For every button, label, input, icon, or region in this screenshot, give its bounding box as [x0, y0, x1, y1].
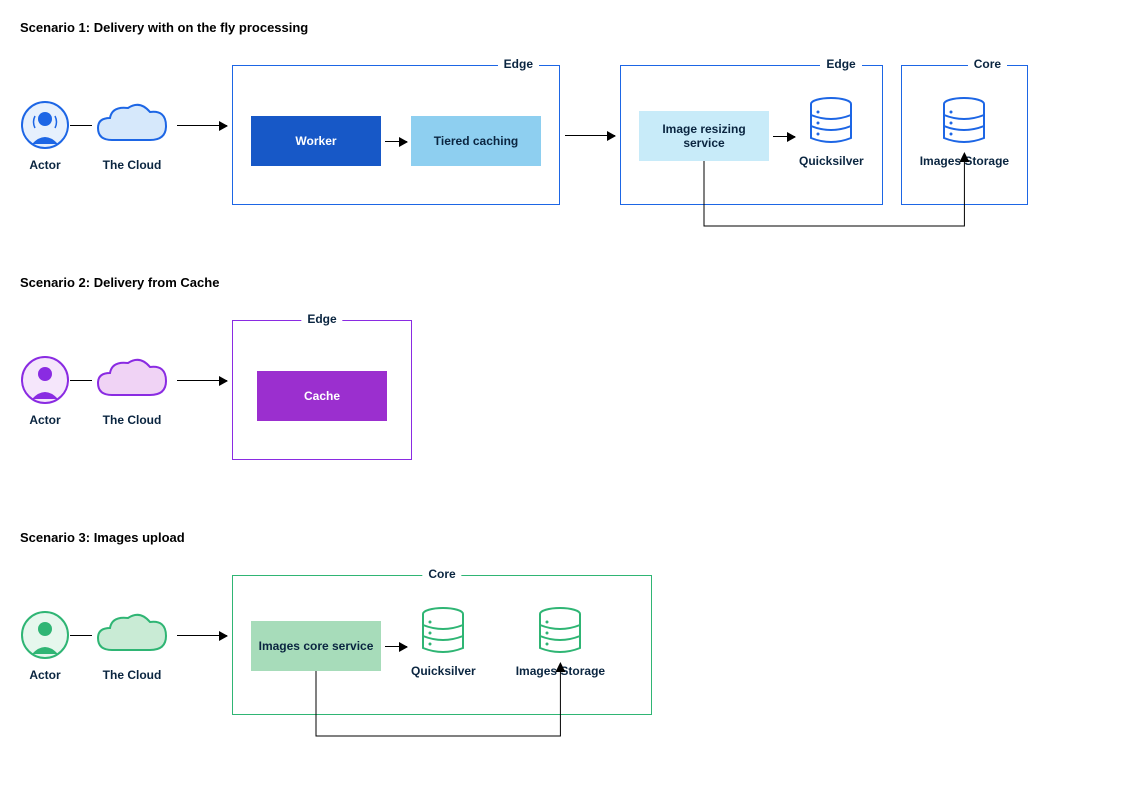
connector	[70, 610, 92, 660]
connector	[70, 100, 92, 150]
arrow	[381, 621, 411, 671]
actor-label: Actor	[29, 668, 60, 682]
scenario-3: Scenario 3: Images upload Actor The Clou…	[20, 530, 1110, 715]
quicksilver-node: Quicksilver	[799, 96, 864, 168]
cloud-icon	[92, 100, 172, 150]
database-icon	[416, 606, 470, 656]
cloud-icon	[92, 610, 172, 660]
core-group: Core Images Storage	[901, 65, 1028, 205]
scenario-3-title: Scenario 3: Images upload	[20, 530, 1110, 545]
arrow	[769, 111, 799, 161]
core-service-node: Images core service	[251, 606, 381, 671]
storage-label: Images Storage	[920, 154, 1009, 168]
actor-icon	[20, 355, 70, 405]
resizing-node: Image resizing service	[639, 96, 769, 161]
actor-node: Actor	[20, 100, 70, 172]
tiered-caching-box: Tiered caching	[411, 116, 541, 166]
arrow	[560, 110, 620, 160]
connector	[70, 355, 92, 405]
edge-1-label: Edge	[498, 57, 539, 71]
database-icon	[804, 96, 858, 146]
storage-label: Images Storage	[516, 664, 605, 678]
core-label: Core	[968, 57, 1007, 71]
scenario-2-title: Scenario 2: Delivery from Cache	[20, 275, 1110, 290]
database-icon	[937, 96, 991, 146]
arrow	[172, 100, 232, 150]
scenario-1-title: Scenario 1: Delivery with on the fly pro…	[20, 20, 1110, 35]
storage-node: Images Storage	[920, 96, 1009, 168]
cloud-label: The Cloud	[103, 668, 162, 682]
cloud-icon	[92, 355, 172, 405]
quicksilver-label: Quicksilver	[799, 154, 864, 168]
arrow	[381, 116, 411, 166]
edge-group-1: Edge Worker Tiered caching	[232, 65, 560, 205]
core-group: Core Images core service Quicksilver	[232, 575, 652, 715]
scenario-1: Scenario 1: Delivery with on the fly pro…	[20, 20, 1110, 205]
scenario-1-row: Actor The Cloud Edge Worker Tiered cachi…	[20, 65, 1110, 205]
actor-icon	[20, 610, 70, 660]
quicksilver-node: Quicksilver	[411, 606, 476, 678]
storage-node: Images Storage	[516, 606, 605, 678]
scenario-3-row: Actor The Cloud Core Images core service	[20, 575, 1110, 715]
images-core-service-box: Images core service	[251, 621, 381, 671]
actor-node: Actor	[20, 355, 70, 427]
actor-icon	[20, 100, 70, 150]
edge-2-label: Edge	[820, 57, 861, 71]
cloud-label: The Cloud	[103, 158, 162, 172]
cloud-label: The Cloud	[103, 413, 162, 427]
cloud-node: The Cloud	[92, 610, 172, 682]
edge-group-2: Edge Image resizing service Quicksilver	[620, 65, 883, 205]
scenario-2-row: Actor The Cloud Edge Cache	[20, 320, 1110, 460]
worker-box: Worker	[251, 116, 381, 166]
scenario-2: Scenario 2: Delivery from Cache Actor Th…	[20, 275, 1110, 460]
database-icon	[533, 606, 587, 656]
actor-node: Actor	[20, 610, 70, 682]
arrow	[172, 610, 232, 660]
edge-group: Edge Cache	[232, 320, 412, 460]
arrow	[172, 355, 232, 405]
cloud-node: The Cloud	[92, 100, 172, 172]
actor-label: Actor	[29, 413, 60, 427]
core-label: Core	[422, 567, 461, 581]
image-resizing-box: Image resizing service	[639, 111, 769, 161]
cloud-node: The Cloud	[92, 355, 172, 427]
cache-box: Cache	[257, 371, 387, 421]
quicksilver-label: Quicksilver	[411, 664, 476, 678]
actor-label: Actor	[29, 158, 60, 172]
edge-label: Edge	[301, 312, 342, 326]
